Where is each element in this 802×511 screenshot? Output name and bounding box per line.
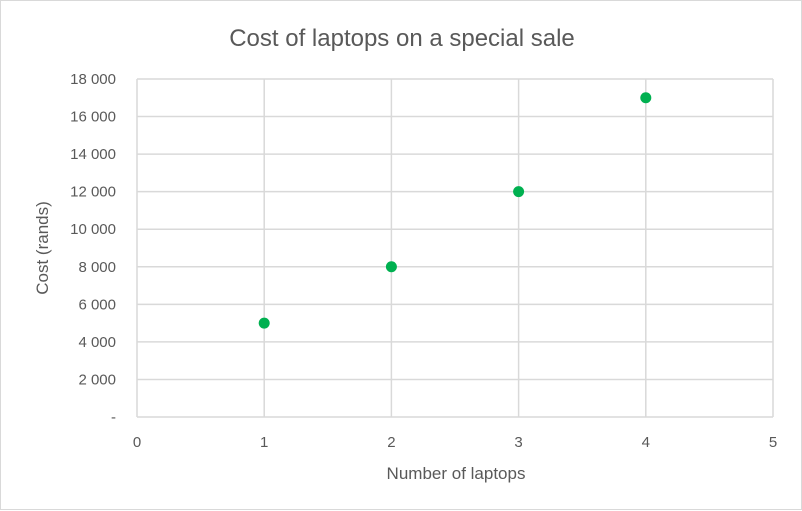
y-tick-label: 12 000 (70, 184, 116, 201)
x-tick-label: 2 (387, 434, 395, 451)
y-tick-label: 4 000 (78, 334, 116, 351)
y-tick-label: - (111, 409, 116, 426)
grid-layer (136, 78, 774, 418)
y-tick-label: 8 000 (78, 259, 116, 276)
x-tick-label: 0 (133, 434, 141, 451)
y-tick-label: 6 000 (78, 296, 116, 313)
y-tick-label: 18 000 (70, 71, 116, 88)
data-point (385, 261, 397, 273)
y-tick-label: 10 000 (70, 221, 116, 238)
y-tick-label: 14 000 (70, 146, 116, 163)
data-point (640, 92, 652, 104)
y-axis-title: Cost (rands) (33, 201, 52, 295)
y-tick-label: 2 000 (78, 371, 116, 388)
x-tick-label: 1 (260, 434, 268, 451)
data-points (258, 92, 652, 329)
x-tick-label: 3 (514, 434, 522, 451)
x-tick-label: 5 (769, 434, 777, 451)
y-tick-label: 16 000 (70, 109, 116, 126)
chart-title: Cost of laptops on a special sale (229, 25, 575, 52)
data-point (258, 317, 270, 329)
x-tick-label: 4 (642, 434, 650, 451)
data-point (513, 186, 525, 198)
tick-labels: - 2 000 4 000 6 000 8 000 10 000 12 000 14 000 1… (70, 71, 777, 451)
x-axis-title: Number of laptops (387, 464, 526, 483)
